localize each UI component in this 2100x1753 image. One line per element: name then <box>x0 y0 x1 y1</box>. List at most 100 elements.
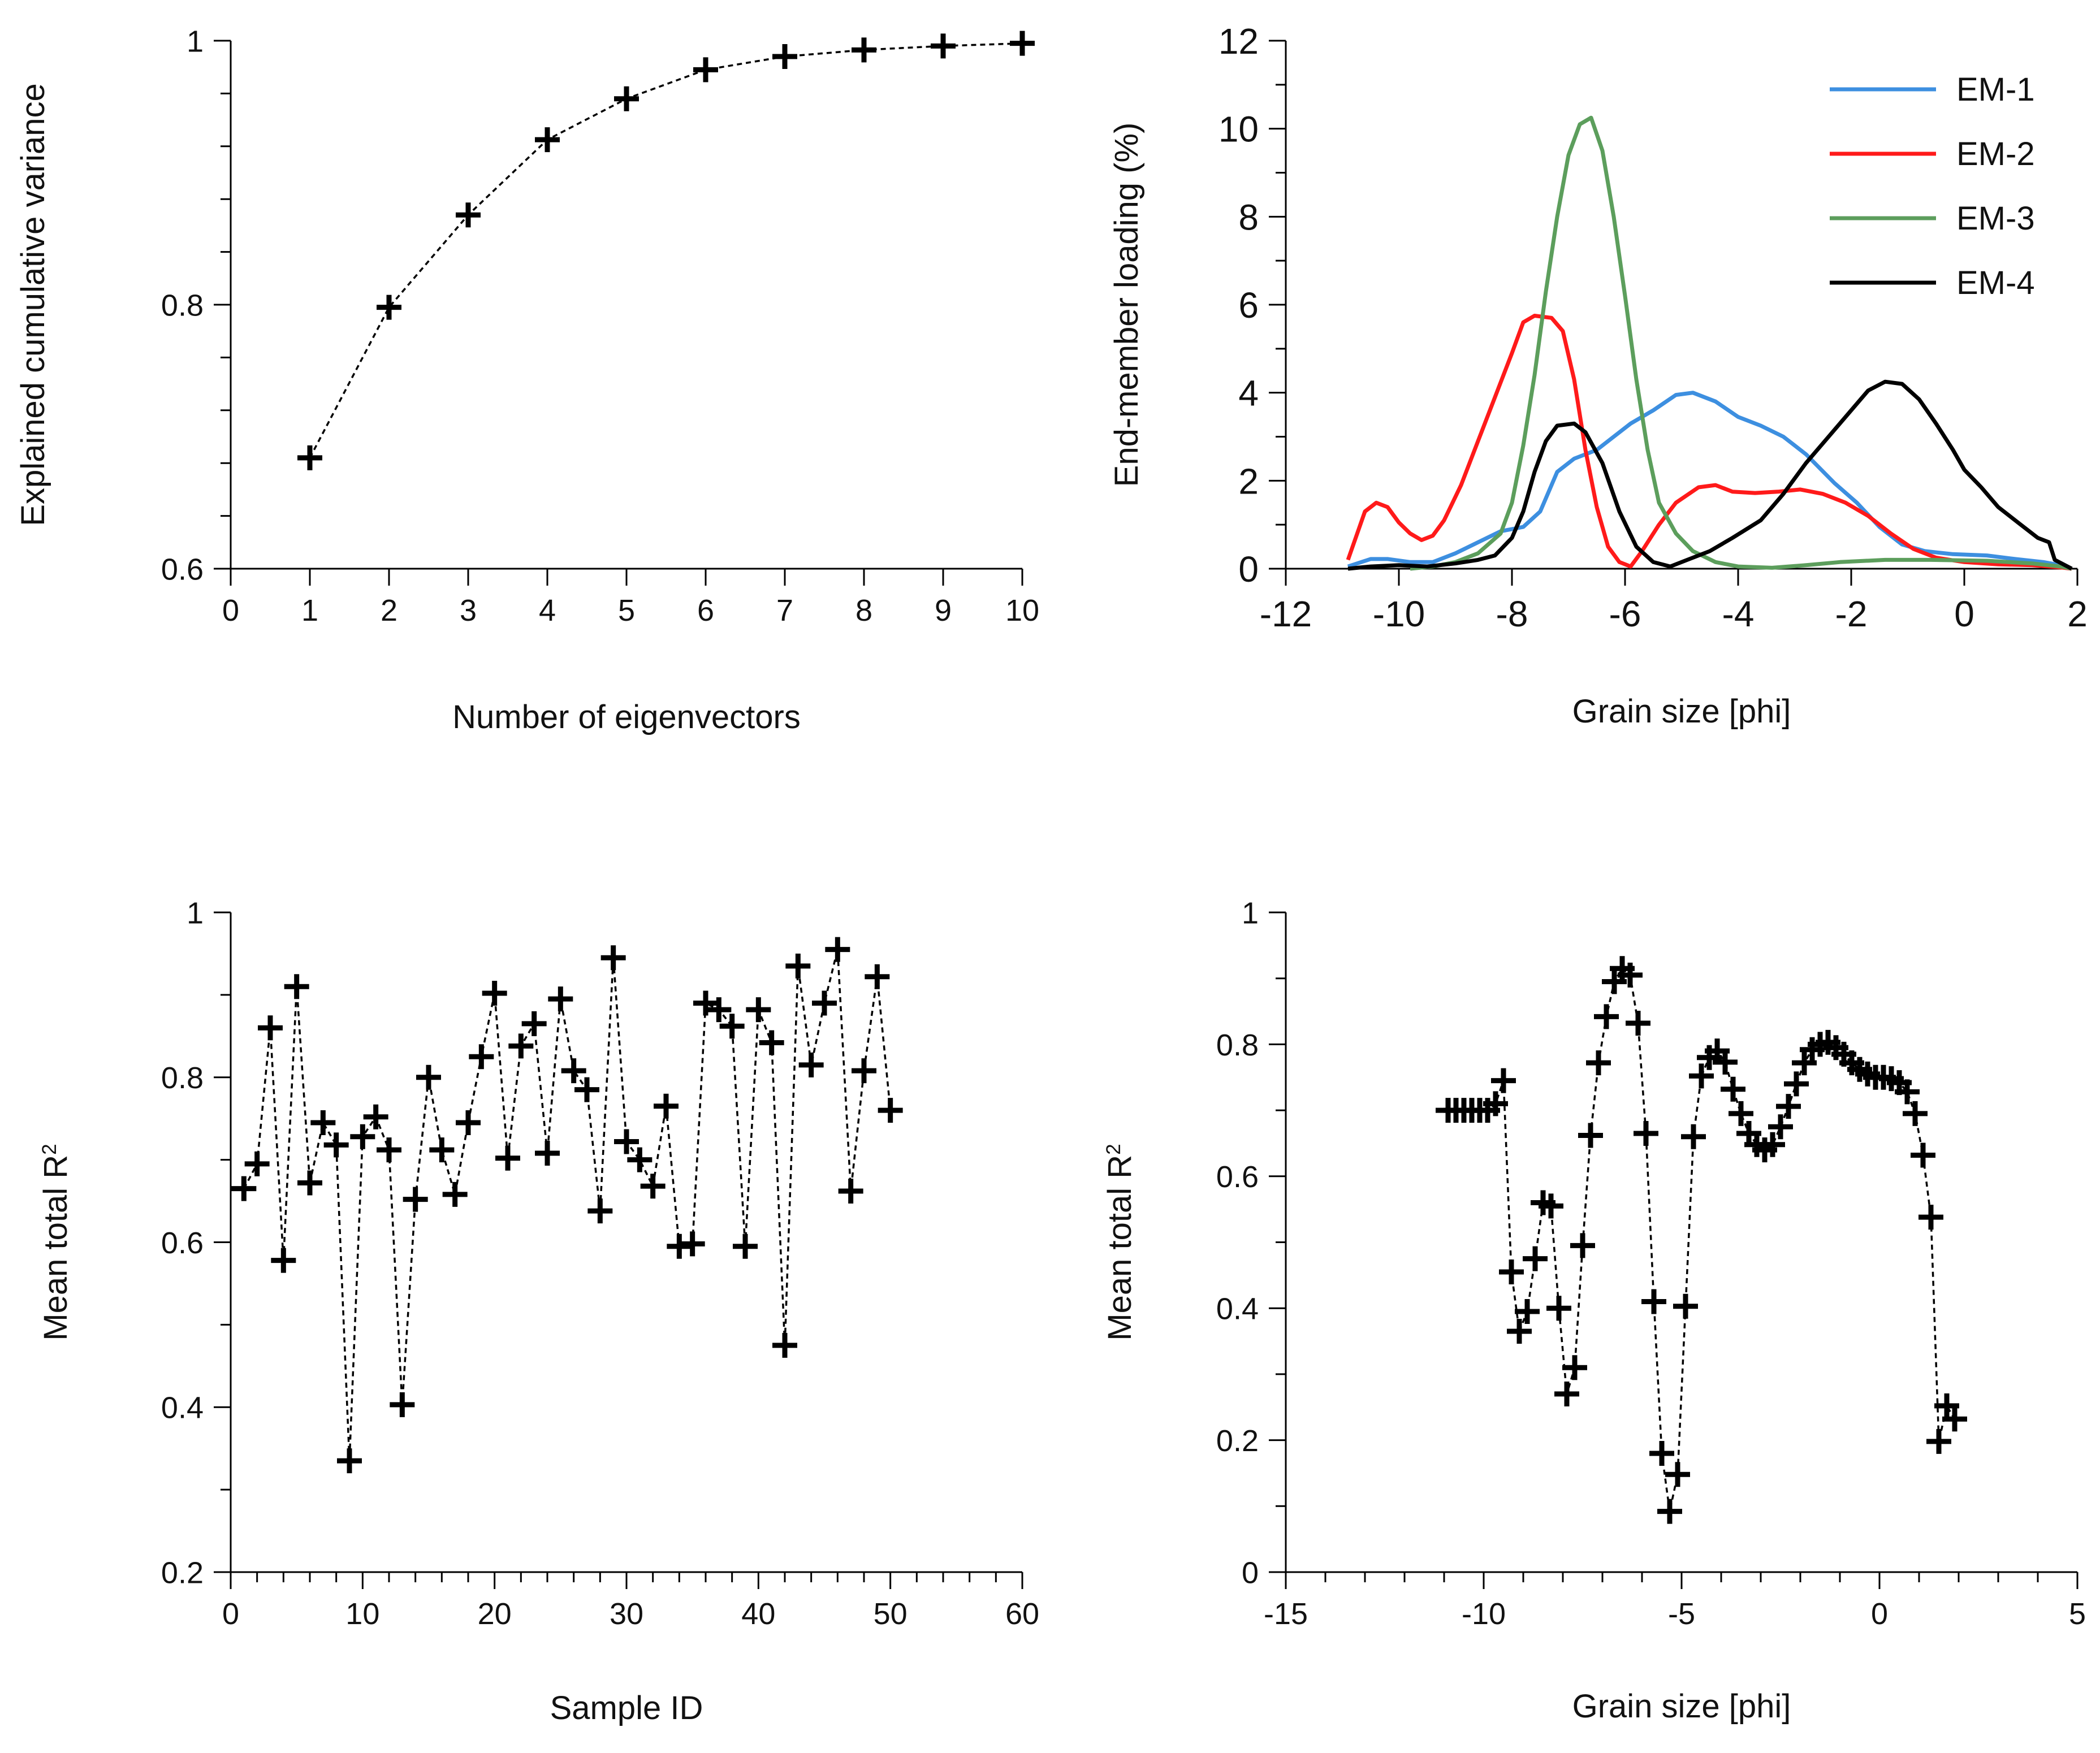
y-tick-label: 0.2 <box>161 1556 204 1590</box>
x-tick-label: 1 <box>301 594 318 627</box>
data-point <box>1586 1050 1611 1076</box>
data-point <box>1760 1132 1785 1157</box>
y-tick-label: 0.6 <box>161 1226 204 1260</box>
data-point <box>390 1392 415 1417</box>
data-point <box>1895 1079 1920 1105</box>
y-tick-label: 0.4 <box>1216 1292 1259 1326</box>
data-point <box>535 127 560 153</box>
y-tick-label: 0 <box>1238 549 1259 590</box>
x-tick-label: 60 <box>1005 1597 1039 1631</box>
y-tick-label: 6 <box>1238 285 1259 326</box>
data-point <box>812 990 837 1016</box>
data-point <box>1491 1068 1516 1093</box>
x-tick-label: 10 <box>1005 594 1039 627</box>
data-point <box>1594 1004 1619 1029</box>
data-point <box>878 1098 903 1123</box>
data-point <box>1673 1293 1698 1319</box>
data-point <box>1618 962 1643 988</box>
data-point <box>1681 1124 1706 1149</box>
data-point <box>548 986 573 1012</box>
data-point <box>350 1124 375 1149</box>
data-point <box>733 1233 758 1259</box>
legend-label: EM-2 <box>1956 136 2035 172</box>
data-point <box>482 980 507 1006</box>
data-point <box>1934 1393 1959 1418</box>
data-point <box>363 1104 388 1129</box>
data-point <box>772 44 797 70</box>
x-tick-label: 0 <box>222 1597 239 1631</box>
data-point <box>377 295 401 320</box>
x-tick-label: 3 <box>460 594 477 627</box>
panel-explained-variance: 0 1 2 3 4 5 6 7 8 9 10 0.6 0.8 1 Number of eigenvector… <box>15 24 1039 735</box>
data-point <box>1649 1440 1674 1466</box>
data-point <box>521 1011 547 1036</box>
x-tick-label: -10 <box>1462 1597 1506 1631</box>
data-point <box>1499 1259 1524 1285</box>
data-point <box>772 1332 797 1358</box>
data-point <box>600 945 626 971</box>
data-point <box>244 1151 270 1176</box>
data-point <box>1515 1299 1540 1325</box>
x-tick-label: 7 <box>776 594 793 627</box>
x-tick-label: -2 <box>1835 594 1868 634</box>
y-tick-label: 8 <box>1238 197 1259 237</box>
legend-label: EM-4 <box>1956 265 2035 301</box>
series-em-4 <box>1347 379 2073 571</box>
data-point <box>403 1187 428 1212</box>
y-tick-label: 12 <box>1218 21 1259 62</box>
series-line <box>309 42 1023 458</box>
series-em-2 <box>1346 314 2072 571</box>
data-point <box>759 1030 784 1055</box>
data-point <box>1721 1076 1745 1102</box>
x-tick-label: -10 <box>1373 594 1425 634</box>
data-point <box>719 1014 745 1039</box>
data-point <box>1926 1429 1951 1454</box>
data-point <box>442 1181 468 1207</box>
x-axis-label: Grain size [phi] <box>1572 693 1791 730</box>
series-line <box>243 949 892 1461</box>
data-point <box>1911 1142 1935 1168</box>
x-tick-label: -8 <box>1496 594 1528 634</box>
y-tick-label: 0.8 <box>161 288 204 322</box>
x-tick-label: 50 <box>874 1597 908 1631</box>
data-point <box>1523 1246 1548 1271</box>
y-tick-label: 1 <box>187 24 204 58</box>
x-tick-label: 10 <box>345 1597 379 1631</box>
data-point <box>1713 1049 1738 1075</box>
data-point <box>865 964 890 989</box>
data-point <box>1918 1205 1943 1230</box>
data-point <box>456 1110 481 1135</box>
data-point <box>1507 1319 1532 1344</box>
data-point <box>495 1145 520 1171</box>
x-axis-label: Number of eigenvectors <box>452 699 801 735</box>
data-point <box>284 974 309 999</box>
y-axis-label: Mean total R2 <box>1101 1144 1138 1340</box>
data-point <box>1602 969 1627 994</box>
y-tick-label: 1 <box>187 896 204 930</box>
data-point <box>798 1052 824 1077</box>
data-point <box>1657 1499 1682 1524</box>
legend-label: EM-3 <box>1956 200 2035 237</box>
data-point <box>258 1015 283 1041</box>
x-tick-label: -15 <box>1264 1597 1308 1631</box>
data-point <box>931 33 956 59</box>
y-tick-label: 2 <box>1238 461 1259 501</box>
data-point <box>1010 31 1035 56</box>
data-point <box>429 1137 455 1163</box>
y-tick-label: 0.2 <box>1216 1424 1259 1458</box>
data-point <box>271 1248 296 1273</box>
data-point <box>852 1058 876 1084</box>
x-tick-label: 40 <box>741 1597 775 1631</box>
data-point <box>680 1231 705 1257</box>
data-point <box>1729 1101 1753 1126</box>
series-line <box>1448 967 1956 1512</box>
x-tick-label: -6 <box>1609 594 1641 634</box>
data-point <box>1792 1050 1817 1076</box>
data-point <box>1626 1011 1650 1036</box>
data-point <box>561 1058 586 1084</box>
data-point <box>1539 1193 1563 1219</box>
data-point <box>627 1147 653 1172</box>
data-point <box>693 57 718 83</box>
y-tick-label: 0.8 <box>1216 1028 1259 1062</box>
x-tick-label: 5 <box>618 594 635 627</box>
